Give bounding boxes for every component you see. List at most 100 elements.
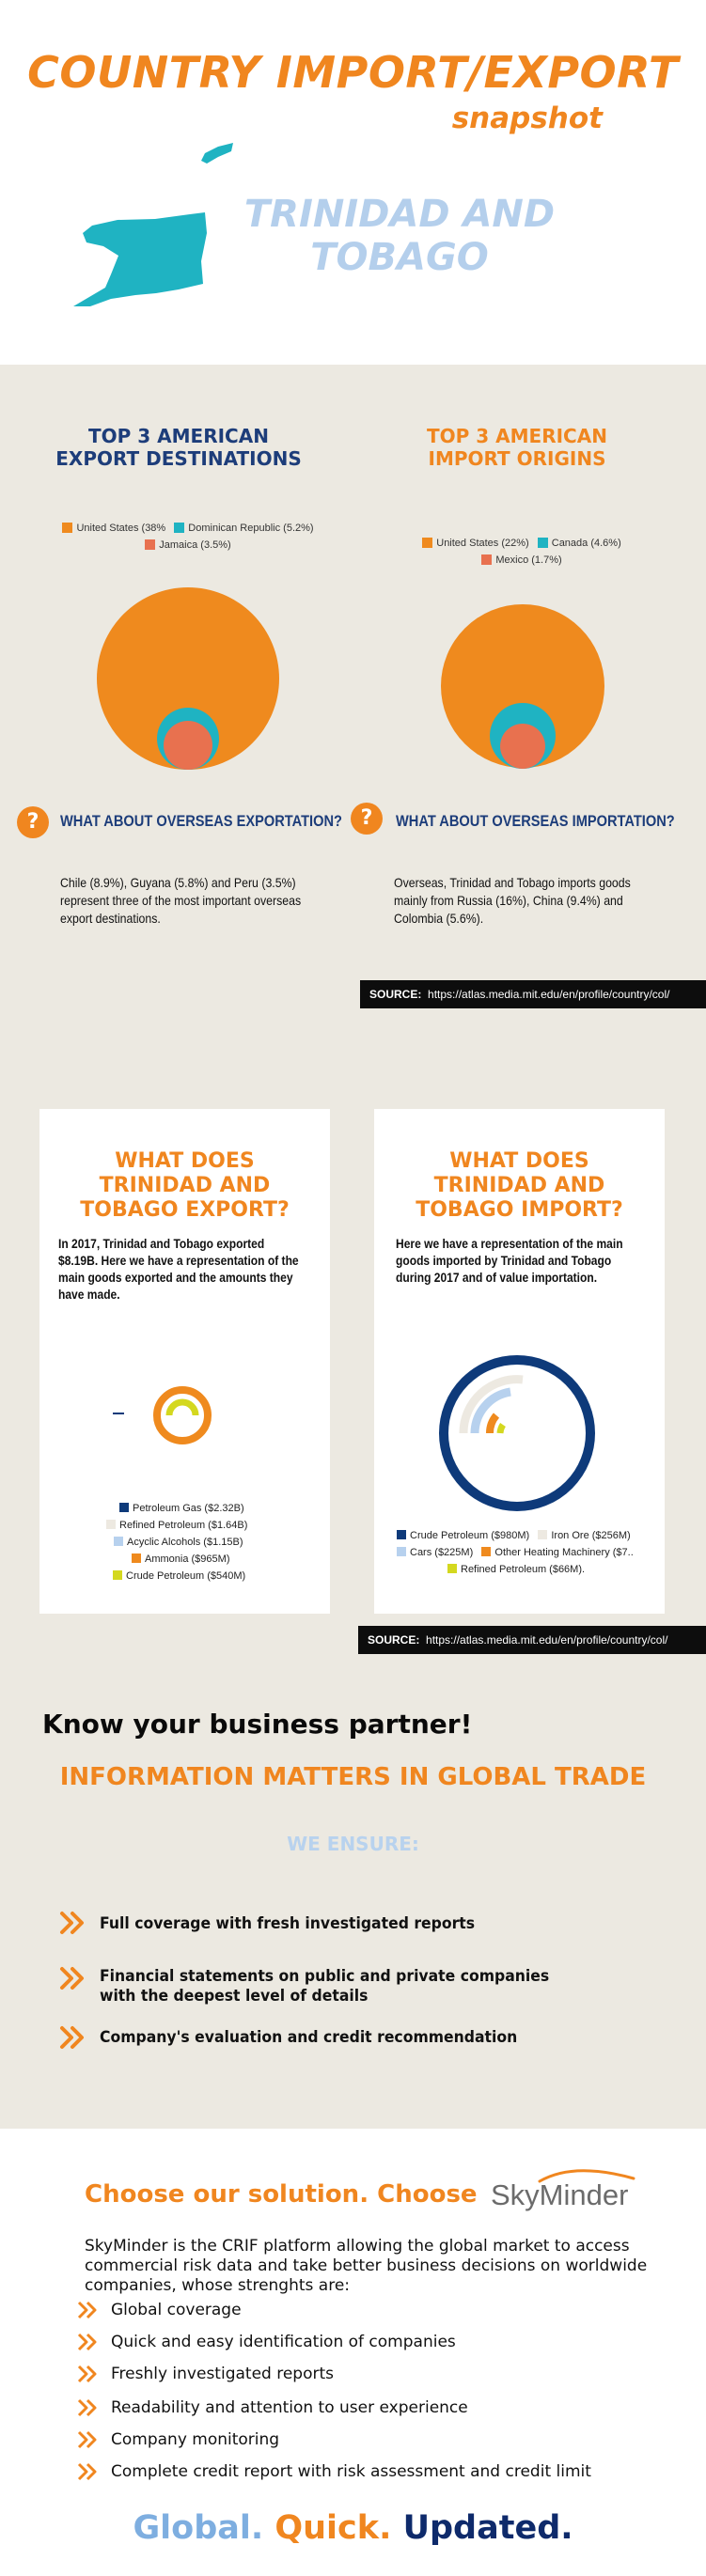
legend-label: United States (22%) — [436, 538, 529, 549]
legend-item: Jamaica (3.5%) — [145, 539, 231, 551]
legend-swatch — [481, 1547, 492, 1556]
overseas-export-question: WHAT ABOUT OVERSEAS EXPORTATION? — [60, 812, 342, 830]
chevron-right-icon — [60, 1967, 84, 1990]
legend-row: Cars ($225M) Other Heating Machinery ($7… — [397, 1544, 634, 1561]
legend-item: Petroleum Gas ($2.32B) — [118, 1500, 247, 1517]
legend-label: Dominican Republic (5.2%) — [188, 523, 314, 534]
radial-bar-iron-ore — [459, 1375, 524, 1434]
import-origins-title: TOP 3 AMERICAN IMPORT ORIGINS — [362, 425, 672, 470]
legend-swatch — [145, 539, 156, 550]
legend-item: Cars ($225M) — [397, 1547, 473, 1558]
import-card-title-line1: WHAT DOES — [449, 1149, 589, 1173]
chevron-right-icon — [60, 1912, 84, 1934]
export-card-legend: Petroleum Gas ($2.32B) Refined Petroleum… — [106, 1500, 248, 1585]
legend-item: Refined Petroleum ($66M). — [447, 1564, 585, 1575]
overseas-import-text: Overseas, Trinidad and Tobago imports go… — [394, 875, 631, 926]
source-link[interactable]: https://atlas.media.mit.edu/en/profile/c… — [428, 988, 670, 1001]
export-card-title-line2: TRINIDAD AND — [99, 1174, 271, 1197]
overseas-export-text: Chile (8.9%), Guyana (5.8%) and Peru (3.… — [60, 875, 302, 926]
legend-label: Crude Petroleum ($980M) — [410, 1530, 530, 1541]
chevron-right-icon — [60, 2026, 84, 2049]
legend-item: Ammonia ($965M) — [132, 1551, 247, 1568]
ensure-item: Full coverage with fresh investigated re… — [100, 1914, 476, 1933]
export-card-title-line3: TOBAGO EXPORT? — [80, 1198, 290, 1222]
information-heading: INFORMATION MATTERS IN GLOBAL TRADE — [59, 1763, 647, 1791]
country-name-line1: TRINIDAD AND — [243, 193, 556, 236]
skyminder-logo-swoosh — [538, 2169, 635, 2183]
ensure-item: Company's evaluation and credit recommen… — [100, 2028, 518, 2047]
choose-solution-heading: Choose our solution. Choose — [85, 2180, 478, 2209]
chevron-right-icon — [77, 2333, 97, 2351]
chevron-right-icon — [77, 2398, 97, 2417]
bubble-mexico — [500, 724, 545, 769]
legend-row: Crude Petroleum ($980M) Iron Ore ($256M) — [397, 1527, 634, 1544]
legend-item: Crude Petroleum ($980M) — [397, 1530, 529, 1541]
radial-bar-refined-petroleum — [496, 1423, 507, 1434]
ensure-item: Financial statements on public and priva… — [100, 1967, 550, 2006]
radial-bar-ammonia — [153, 1386, 212, 1444]
legend-label: Iron Ore ($256M) — [551, 1530, 631, 1541]
source-link[interactable]: https://atlas.media.mit.edu/en/profile/c… — [426, 1633, 668, 1647]
chevron-right-icon — [77, 2462, 97, 2481]
legend-swatch — [174, 523, 185, 533]
feature-item: Complete credit report with risk assessm… — [111, 2462, 591, 2481]
export-destinations-title-line2: EXPORT DESTINATIONS — [55, 447, 302, 470]
legend-swatch — [62, 523, 73, 533]
feature-item: Freshly investigated reports — [111, 2365, 335, 2383]
feature-item: Readability and attention to user experi… — [111, 2398, 468, 2417]
legend-label: Canada (4.6%) — [551, 538, 621, 549]
import-card-title-line3: TOBAGO IMPORT? — [416, 1198, 623, 1222]
export-destinations-title-line1: TOP 3 AMERICAN — [88, 425, 269, 447]
legend-item: Crude Petroleum ($540M) — [113, 1568, 247, 1585]
legend-swatch — [106, 1520, 116, 1529]
legend-item: Other Heating Machinery ($7.. — [481, 1547, 634, 1558]
legend-swatch — [481, 554, 493, 565]
legend-swatch — [113, 1570, 122, 1580]
legend-label: Crude Petroleum ($540M) — [126, 1570, 246, 1582]
export-destinations-legend: United States (38% Dominican Republic (5… — [38, 523, 338, 556]
source-label: SOURCE: — [368, 1633, 420, 1647]
question-icon: ? — [351, 803, 383, 835]
source-label: SOURCE: — [369, 988, 422, 1001]
legend-swatch — [397, 1547, 406, 1556]
radial-bar-cars — [470, 1387, 511, 1434]
legend-item: Iron Ore ($256M) — [538, 1530, 631, 1541]
export-card-text: In 2017, Trinidad and Tobago exported $8… — [58, 1236, 299, 1302]
import-radial-chart — [439, 1355, 595, 1511]
we-ensure-heading: WE ENSURE: — [287, 1833, 419, 1855]
import-card-text: Here we have a representation of the mai… — [396, 1236, 623, 1285]
legend-swatch — [538, 1530, 548, 1539]
feature-item: Global coverage — [111, 2301, 242, 2319]
legend-label: Acyclic Alcohols ($1.15B) — [127, 1537, 243, 1548]
legend-label: Refined Petroleum ($66M). — [461, 1564, 586, 1575]
legend-swatch — [114, 1537, 123, 1546]
export-destinations-title: TOP 3 AMERICAN EXPORT DESTINATIONS — [24, 425, 334, 470]
import-origins-bubble-chart — [441, 604, 604, 769]
feature-item: Quick and easy identification of compani… — [111, 2333, 456, 2351]
slogan-word-updated: Updated. — [402, 2509, 573, 2547]
slogan-word-global: Global. — [133, 2509, 264, 2547]
country-name-line2: TOBAGO — [310, 236, 489, 279]
legend-label: Mexico (1.7%) — [495, 554, 562, 566]
import-origins-legend: United States (22%) Canada (4.6%) Mexico… — [376, 538, 667, 571]
chevron-right-icon — [77, 2365, 97, 2383]
legend-item: United States (38% — [62, 523, 165, 534]
trinidad-island-shape — [73, 212, 207, 306]
radial-bar-other-heating-machinery — [485, 1413, 500, 1434]
slogan: Global. Quick. Updated. — [0, 2509, 706, 2547]
source-bar: SOURCE: https://atlas.media.mit.edu/en/p… — [360, 980, 706, 1008]
skyminder-description: SkyMinder is the CRIF platform allowing … — [85, 2237, 648, 2295]
export-radial-chart — [113, 1386, 212, 1444]
bubble-jamaica — [164, 721, 212, 770]
chevron-right-icon — [77, 2430, 97, 2449]
page-subtitle: snapshot — [451, 101, 603, 135]
tobago-island-shape — [201, 143, 233, 164]
legend-item: United States (22%) — [422, 538, 529, 549]
export-card — [39, 1109, 330, 1614]
country-map-icon — [73, 143, 233, 306]
legend-label: Refined Petroleum ($1.64B) — [119, 1520, 248, 1531]
legend-row: Refined Petroleum ($66M). — [397, 1561, 634, 1578]
slogan-word-quick: Quick. — [275, 2509, 392, 2547]
legend-item: Canada (4.6%) — [537, 538, 621, 549]
feature-item: Company monitoring — [111, 2430, 280, 2449]
